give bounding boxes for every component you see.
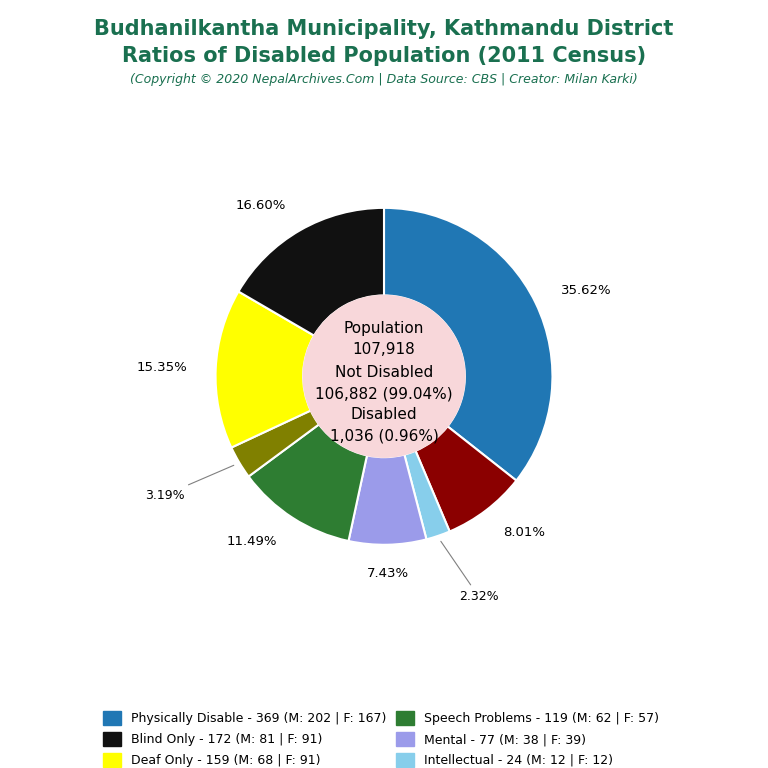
Wedge shape — [216, 292, 314, 448]
Text: 16.60%: 16.60% — [236, 199, 286, 212]
Wedge shape — [249, 425, 367, 541]
Legend: Physically Disable - 369 (M: 202 | F: 167), Blind Only - 172 (M: 81 | F: 91), De: Physically Disable - 369 (M: 202 | F: 16… — [103, 711, 665, 768]
Text: 11.49%: 11.49% — [227, 535, 277, 548]
Text: 8.01%: 8.01% — [504, 527, 545, 539]
Circle shape — [303, 296, 465, 457]
Text: Disabled
1,036 (0.96%): Disabled 1,036 (0.96%) — [329, 407, 439, 443]
Text: Ratios of Disabled Population (2011 Census): Ratios of Disabled Population (2011 Cens… — [122, 46, 646, 66]
Text: 7.43%: 7.43% — [367, 567, 409, 580]
Wedge shape — [238, 208, 384, 336]
Text: 35.62%: 35.62% — [561, 283, 612, 296]
Wedge shape — [231, 411, 319, 476]
Text: Population
107,918: Population 107,918 — [344, 321, 424, 357]
Text: 3.19%: 3.19% — [144, 465, 233, 502]
Text: (Copyright © 2020 NepalArchives.Com | Data Source: CBS | Creator: Milan Karki): (Copyright © 2020 NepalArchives.Com | Da… — [130, 73, 638, 86]
Wedge shape — [415, 426, 516, 531]
Wedge shape — [384, 208, 552, 481]
Wedge shape — [349, 455, 426, 545]
Text: Not Disabled
106,882 (99.04%): Not Disabled 106,882 (99.04%) — [315, 365, 453, 401]
Text: 2.32%: 2.32% — [441, 541, 498, 603]
Text: 15.35%: 15.35% — [137, 361, 187, 374]
Text: Budhanilkantha Municipality, Kathmandu District: Budhanilkantha Municipality, Kathmandu D… — [94, 19, 674, 39]
Wedge shape — [405, 451, 449, 539]
